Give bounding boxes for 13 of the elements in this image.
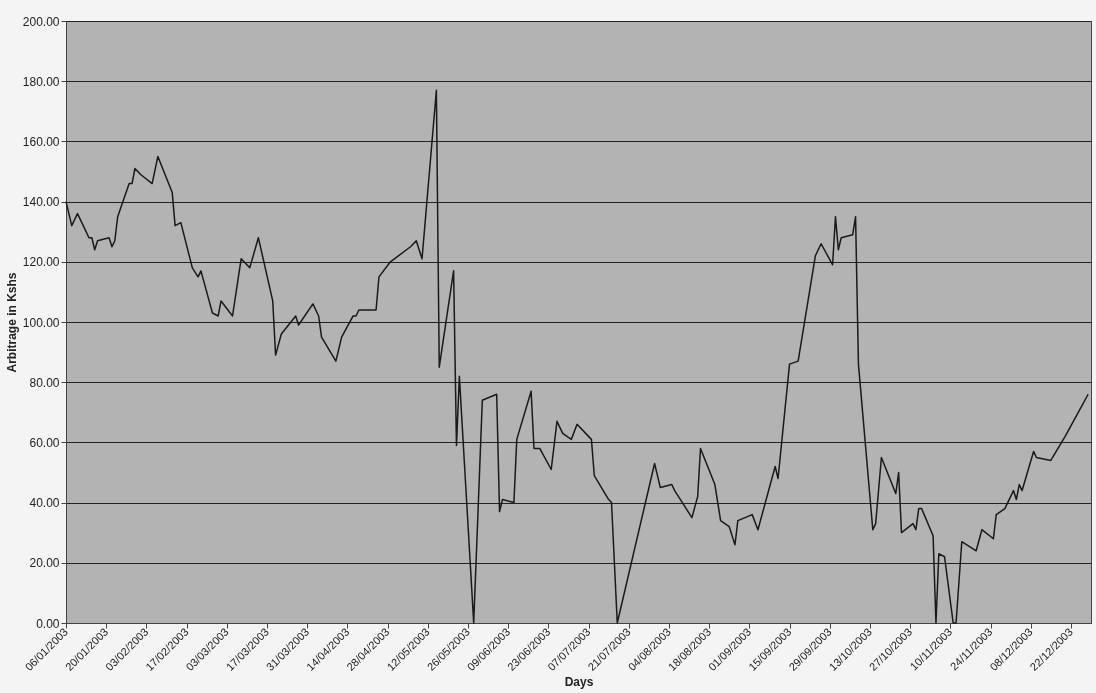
y-tick-label: 60.00 — [29, 435, 60, 450]
y-axis-title: Arbitrage in Kshs — [4, 272, 19, 373]
y-tick-label: 20.00 — [29, 556, 60, 571]
y-tick-label: 160.00 — [22, 134, 60, 149]
y-tick-label: 80.00 — [29, 375, 60, 390]
y-tick-label: 0.00 — [36, 616, 60, 631]
x-axis-title: Days — [564, 674, 594, 689]
y-tick-label: 120.00 — [22, 255, 60, 270]
y-tick-label: 100.00 — [22, 315, 60, 330]
y-tick-label: 180.00 — [22, 74, 60, 89]
y-tick-label: 140.00 — [22, 195, 60, 210]
y-tick-label: 200.00 — [22, 14, 60, 29]
y-tick-label: 40.00 — [29, 496, 60, 511]
